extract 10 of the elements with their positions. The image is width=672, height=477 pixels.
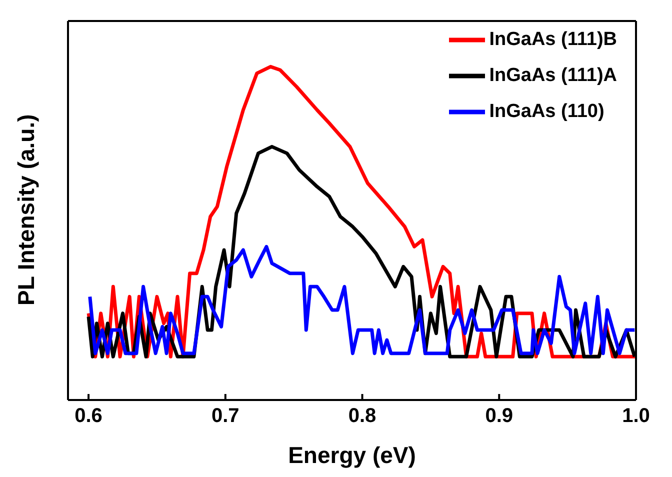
x-axis-title: Energy (eV) [288, 442, 416, 468]
x-tick-label: 0.8 [348, 405, 376, 428]
legend-label: InGaAs (110) [489, 101, 604, 122]
legend-label: InGaAs (111)B [489, 29, 617, 50]
x-tick-label: 0.9 [485, 405, 514, 428]
x-tick-label: 1.0 [622, 405, 650, 428]
legend-label: InGaAs (111)A [489, 65, 617, 86]
y-axis-title: PL Intensity (a.u.) [13, 114, 40, 306]
x-tick-label: 0.6 [74, 405, 102, 428]
x-tick-label: 0.7 [211, 405, 240, 428]
